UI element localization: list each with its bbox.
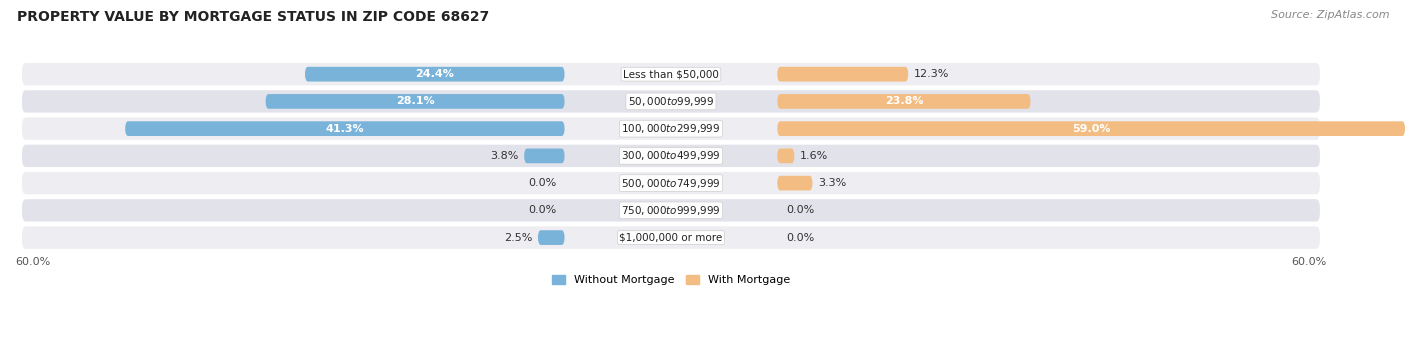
- Text: 3.8%: 3.8%: [491, 151, 519, 161]
- FancyBboxPatch shape: [125, 121, 565, 136]
- FancyBboxPatch shape: [22, 226, 1320, 249]
- Text: $100,000 to $299,999: $100,000 to $299,999: [621, 122, 721, 135]
- Text: $300,000 to $499,999: $300,000 to $499,999: [621, 149, 721, 163]
- Text: $50,000 to $99,999: $50,000 to $99,999: [628, 95, 714, 108]
- Text: 2.5%: 2.5%: [505, 233, 533, 242]
- Text: 0.0%: 0.0%: [527, 178, 555, 188]
- Text: 0.0%: 0.0%: [527, 205, 555, 215]
- Text: 23.8%: 23.8%: [884, 97, 924, 106]
- FancyBboxPatch shape: [22, 63, 1320, 85]
- Text: $500,000 to $749,999: $500,000 to $749,999: [621, 176, 721, 190]
- Text: 12.3%: 12.3%: [914, 69, 949, 79]
- Text: 28.1%: 28.1%: [395, 97, 434, 106]
- Text: 1.6%: 1.6%: [800, 151, 828, 161]
- Text: 0.0%: 0.0%: [786, 205, 814, 215]
- Text: 0.0%: 0.0%: [786, 233, 814, 242]
- FancyBboxPatch shape: [538, 230, 565, 245]
- FancyBboxPatch shape: [778, 67, 908, 82]
- FancyBboxPatch shape: [305, 67, 565, 82]
- FancyBboxPatch shape: [22, 90, 1320, 113]
- Text: 59.0%: 59.0%: [1071, 124, 1111, 134]
- Text: Source: ZipAtlas.com: Source: ZipAtlas.com: [1271, 10, 1389, 20]
- FancyBboxPatch shape: [778, 149, 794, 163]
- Text: Less than $50,000: Less than $50,000: [623, 69, 718, 79]
- Text: 41.3%: 41.3%: [326, 124, 364, 134]
- Text: $750,000 to $999,999: $750,000 to $999,999: [621, 204, 721, 217]
- FancyBboxPatch shape: [22, 199, 1320, 222]
- Text: 3.3%: 3.3%: [818, 178, 846, 188]
- Text: PROPERTY VALUE BY MORTGAGE STATUS IN ZIP CODE 68627: PROPERTY VALUE BY MORTGAGE STATUS IN ZIP…: [17, 10, 489, 24]
- FancyBboxPatch shape: [22, 145, 1320, 167]
- FancyBboxPatch shape: [524, 149, 565, 163]
- FancyBboxPatch shape: [778, 94, 1031, 109]
- FancyBboxPatch shape: [22, 172, 1320, 194]
- FancyBboxPatch shape: [778, 121, 1405, 136]
- FancyBboxPatch shape: [22, 118, 1320, 140]
- FancyBboxPatch shape: [778, 176, 813, 190]
- Text: 24.4%: 24.4%: [415, 69, 454, 79]
- Legend: Without Mortgage, With Mortgage: Without Mortgage, With Mortgage: [547, 270, 794, 290]
- FancyBboxPatch shape: [266, 94, 565, 109]
- Text: $1,000,000 or more: $1,000,000 or more: [619, 233, 723, 242]
